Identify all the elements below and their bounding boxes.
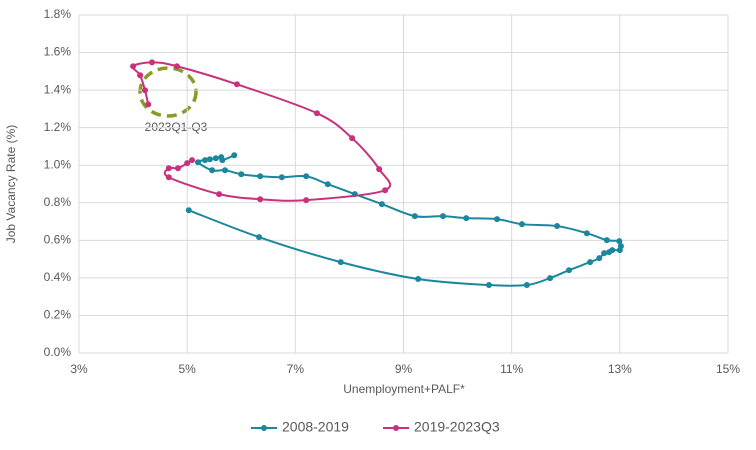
data-point	[173, 63, 180, 70]
data-point	[141, 87, 148, 94]
data-point	[130, 63, 137, 70]
data-point	[202, 157, 209, 164]
data-point	[601, 250, 608, 257]
x-tick-label: 5%	[178, 362, 196, 376]
data-point	[565, 267, 572, 274]
data-point	[149, 59, 156, 66]
data-point	[222, 167, 229, 174]
data-point	[617, 243, 624, 250]
data-point	[439, 213, 446, 220]
data-point	[411, 213, 418, 220]
data-point	[219, 157, 226, 164]
data-point	[189, 157, 196, 164]
data-point	[209, 167, 216, 174]
data-point	[238, 171, 245, 178]
data-point	[216, 191, 223, 198]
data-point	[376, 166, 383, 173]
data-point	[596, 255, 603, 262]
data-point	[212, 155, 219, 162]
data-point	[206, 156, 213, 163]
data-point	[145, 101, 152, 108]
y-tick-label: 1.6%	[44, 45, 72, 59]
data-point	[185, 207, 192, 214]
y-tick-label: 0.2%	[44, 308, 72, 322]
data-point	[165, 174, 172, 181]
data-point	[257, 196, 264, 203]
x-tick-label: 3%	[70, 362, 88, 376]
data-point	[337, 259, 344, 266]
y-tick-label: 0.8%	[44, 195, 72, 209]
data-point	[256, 234, 263, 241]
data-point	[494, 216, 501, 223]
data-point	[231, 152, 238, 159]
data-point	[603, 237, 610, 244]
data-point	[415, 276, 422, 283]
data-point	[547, 275, 554, 282]
x-axis-label: Unemployment+PALF*	[343, 382, 465, 396]
data-point	[554, 223, 561, 230]
data-point	[194, 159, 201, 166]
data-point	[382, 187, 389, 194]
x-tick-label: 9%	[395, 362, 413, 376]
data-point	[349, 135, 356, 142]
data-point	[616, 238, 623, 245]
x-tick-label: 7%	[287, 362, 305, 376]
data-point	[174, 165, 181, 172]
data-point	[303, 173, 310, 180]
y-tick-label: 0.0%	[44, 345, 72, 359]
x-tick-label: 15%	[716, 362, 740, 376]
data-point	[378, 201, 385, 208]
data-point	[518, 221, 525, 228]
data-point	[523, 282, 530, 289]
data-point	[485, 282, 492, 289]
data-point	[257, 173, 264, 180]
data-point	[609, 247, 616, 254]
legend-label: 2019-2023Q3	[414, 419, 500, 435]
legend-marker	[261, 425, 267, 431]
y-tick-label: 0.6%	[44, 233, 72, 247]
data-point	[184, 160, 191, 167]
y-tick-label: 1.0%	[44, 157, 72, 171]
data-point	[313, 110, 320, 117]
data-point	[278, 174, 285, 181]
y-tick-label: 1.8%	[44, 7, 72, 21]
y-tick-label: 1.2%	[44, 120, 72, 134]
x-tick-label: 11%	[500, 362, 523, 376]
y-tick-label: 0.4%	[44, 270, 72, 284]
x-tick-label: 13%	[608, 362, 632, 376]
data-point	[583, 230, 590, 237]
data-point	[324, 181, 331, 188]
data-point	[137, 72, 144, 79]
data-point	[165, 165, 172, 172]
y-axis-label: Job Vacancy Rate (%)	[4, 125, 18, 244]
data-point	[303, 197, 310, 204]
legend-marker	[393, 425, 399, 431]
legend-label: 2008-2019	[282, 419, 349, 435]
data-point	[587, 259, 594, 266]
y-tick-label: 1.4%	[44, 82, 72, 96]
highlight-ellipse	[138, 66, 198, 118]
series-line	[188, 154, 622, 287]
data-point	[233, 81, 240, 88]
data-point	[463, 215, 470, 222]
